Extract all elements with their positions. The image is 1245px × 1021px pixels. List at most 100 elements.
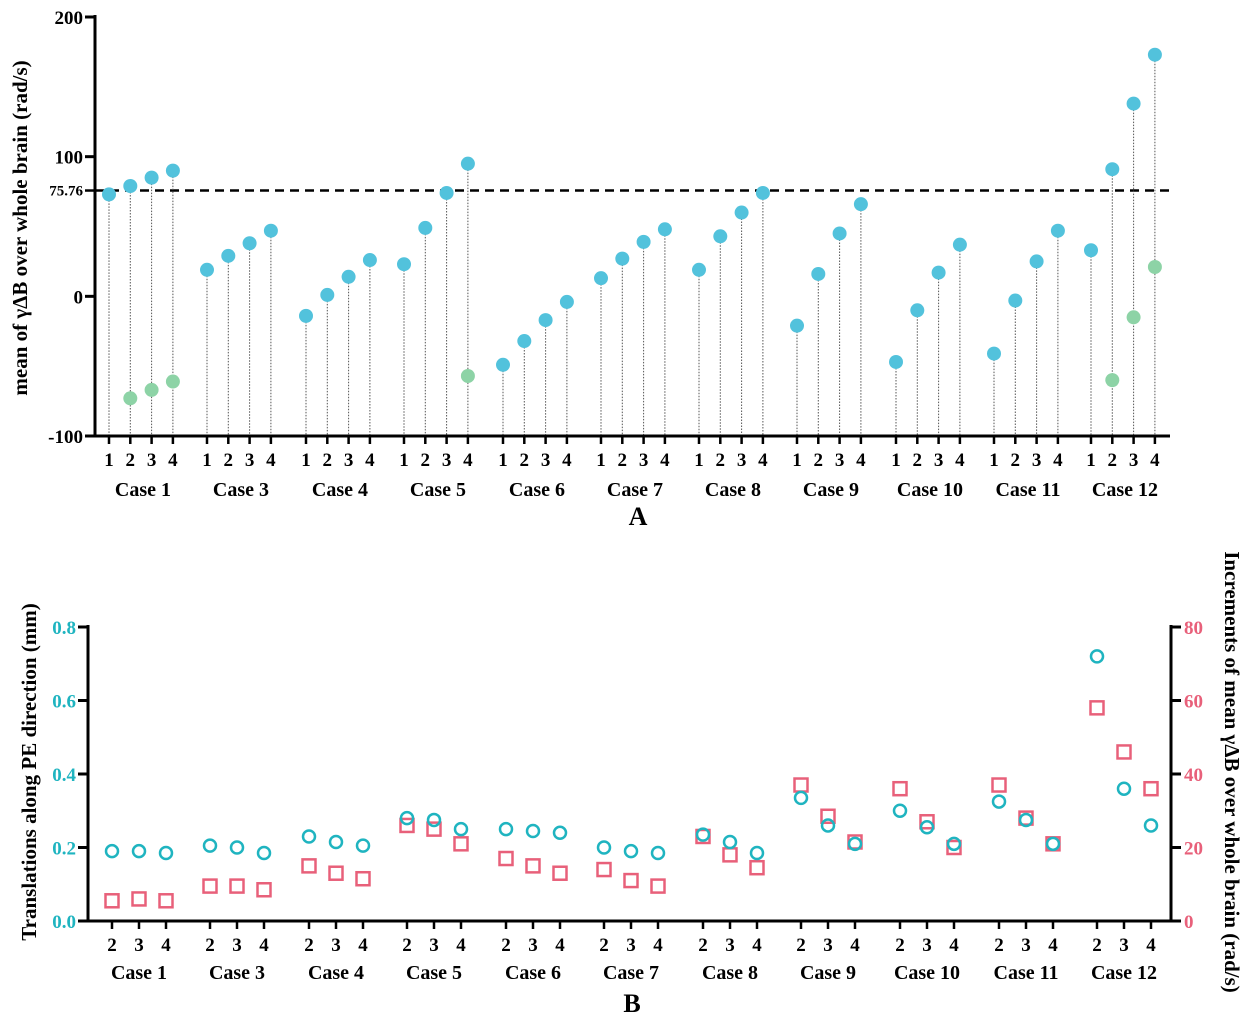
value-point: [320, 287, 335, 302]
translation-point: [525, 823, 541, 839]
x-tick-label: 2: [304, 935, 314, 956]
y-axis-label-left: Translations along PE direction (mm): [17, 603, 41, 941]
value-point: [1008, 293, 1023, 308]
value-point: [102, 187, 116, 202]
case-label: Case 10: [894, 962, 960, 984]
x-tick-label: 2: [599, 935, 609, 956]
increment-point: [158, 893, 174, 909]
x-tick-label: 3: [1129, 450, 1139, 471]
x-tick-label: 2: [205, 935, 215, 956]
translation-point: [991, 794, 1007, 809]
value-point: [538, 313, 553, 328]
translation-point: [946, 836, 962, 852]
y-tick-label-left: 0.6: [52, 692, 76, 713]
y-tick-label: -100: [48, 427, 83, 448]
translation-point: [820, 818, 836, 833]
increment-point: [301, 858, 317, 874]
y-tick-label: 200: [55, 8, 84, 29]
translation-point: [892, 803, 908, 818]
x-tick-label: 3: [737, 450, 747, 471]
translation-point: [722, 834, 738, 850]
stems-group: [108, 54, 1156, 436]
increment-point: [946, 839, 962, 856]
translation-point: [695, 827, 711, 842]
x-tick-label: 3: [331, 935, 341, 956]
y-tick-label-right: 40: [1184, 765, 1203, 786]
case-label: Case 4: [312, 479, 368, 501]
value-point: [1084, 243, 1098, 258]
case-label: Case 1: [111, 962, 167, 984]
low-value-point: [1147, 260, 1162, 275]
x-tick-label: 4: [1146, 935, 1156, 956]
increment-point: [892, 780, 908, 797]
x-tick-label: 2: [618, 450, 628, 471]
translation-point: [355, 838, 371, 853]
case-label: Case 11: [995, 479, 1060, 501]
translation-point: [158, 845, 174, 861]
translation-point: [793, 790, 809, 806]
x-tick-label: 2: [796, 935, 806, 956]
x-tick-label: 3: [442, 450, 452, 471]
translation-point: [1018, 812, 1034, 828]
y-tick-label-right: 0: [1184, 912, 1194, 933]
translation-point: [749, 845, 765, 861]
reference-line-label: 75.76: [49, 184, 83, 200]
increment-point: [793, 777, 809, 793]
case-label: Case 12: [1092, 479, 1158, 501]
x-tick-label: 3: [528, 935, 538, 956]
increment-point: [399, 817, 415, 834]
value-point: [910, 303, 925, 318]
increment-point: [722, 847, 738, 863]
translation-point: [1089, 649, 1105, 664]
x-tick-label: 1: [989, 450, 999, 471]
x-tick-label: 2: [1011, 450, 1021, 471]
y-tick-label-right: 20: [1184, 839, 1203, 860]
low-value-point: [123, 391, 138, 406]
low-value-point: [460, 368, 475, 383]
value-point: [496, 357, 510, 372]
increment-point: [1116, 744, 1132, 760]
panel-label: A: [629, 502, 648, 531]
value-point: [1105, 162, 1120, 177]
x-tick-label: 1: [792, 450, 802, 471]
increment-point: [596, 861, 612, 878]
case-label: Case 3: [213, 479, 269, 501]
value-point: [755, 185, 770, 200]
increment-point: [426, 821, 442, 837]
x-tick-label: 3: [1119, 935, 1129, 956]
x-tick-label: 4: [259, 935, 269, 956]
value-point: [242, 236, 257, 251]
translation-point: [623, 843, 639, 859]
value-point: [615, 251, 630, 266]
value-point: [636, 234, 651, 249]
translation-point: [1143, 818, 1159, 833]
translation-point: [552, 825, 568, 841]
x-tick-label: 4: [463, 450, 473, 471]
x-tick-label: 3: [1021, 935, 1031, 956]
increment-point: [328, 865, 344, 881]
value-point: [713, 229, 728, 244]
value-point: [853, 197, 868, 212]
value-point: [517, 334, 532, 349]
value-point: [657, 222, 672, 237]
translation-point: [498, 821, 514, 837]
value-point: [594, 271, 608, 286]
value-point: [221, 248, 236, 263]
case-label: Case 7: [607, 479, 663, 501]
x-tick-label: 3: [541, 450, 551, 471]
increment-point: [104, 893, 120, 909]
low-value-point: [1105, 373, 1120, 388]
value-point: [1126, 96, 1141, 111]
x-tick-label: 4: [850, 935, 860, 956]
value-point: [362, 253, 377, 268]
value-point: [263, 223, 278, 238]
case-label: Case 8: [702, 962, 758, 984]
x-tick-label: 4: [949, 935, 959, 956]
increment-point: [820, 808, 836, 825]
value-point: [832, 226, 847, 241]
value-point: [460, 156, 475, 171]
translation-point: [131, 843, 147, 859]
increment-point: [256, 882, 272, 898]
